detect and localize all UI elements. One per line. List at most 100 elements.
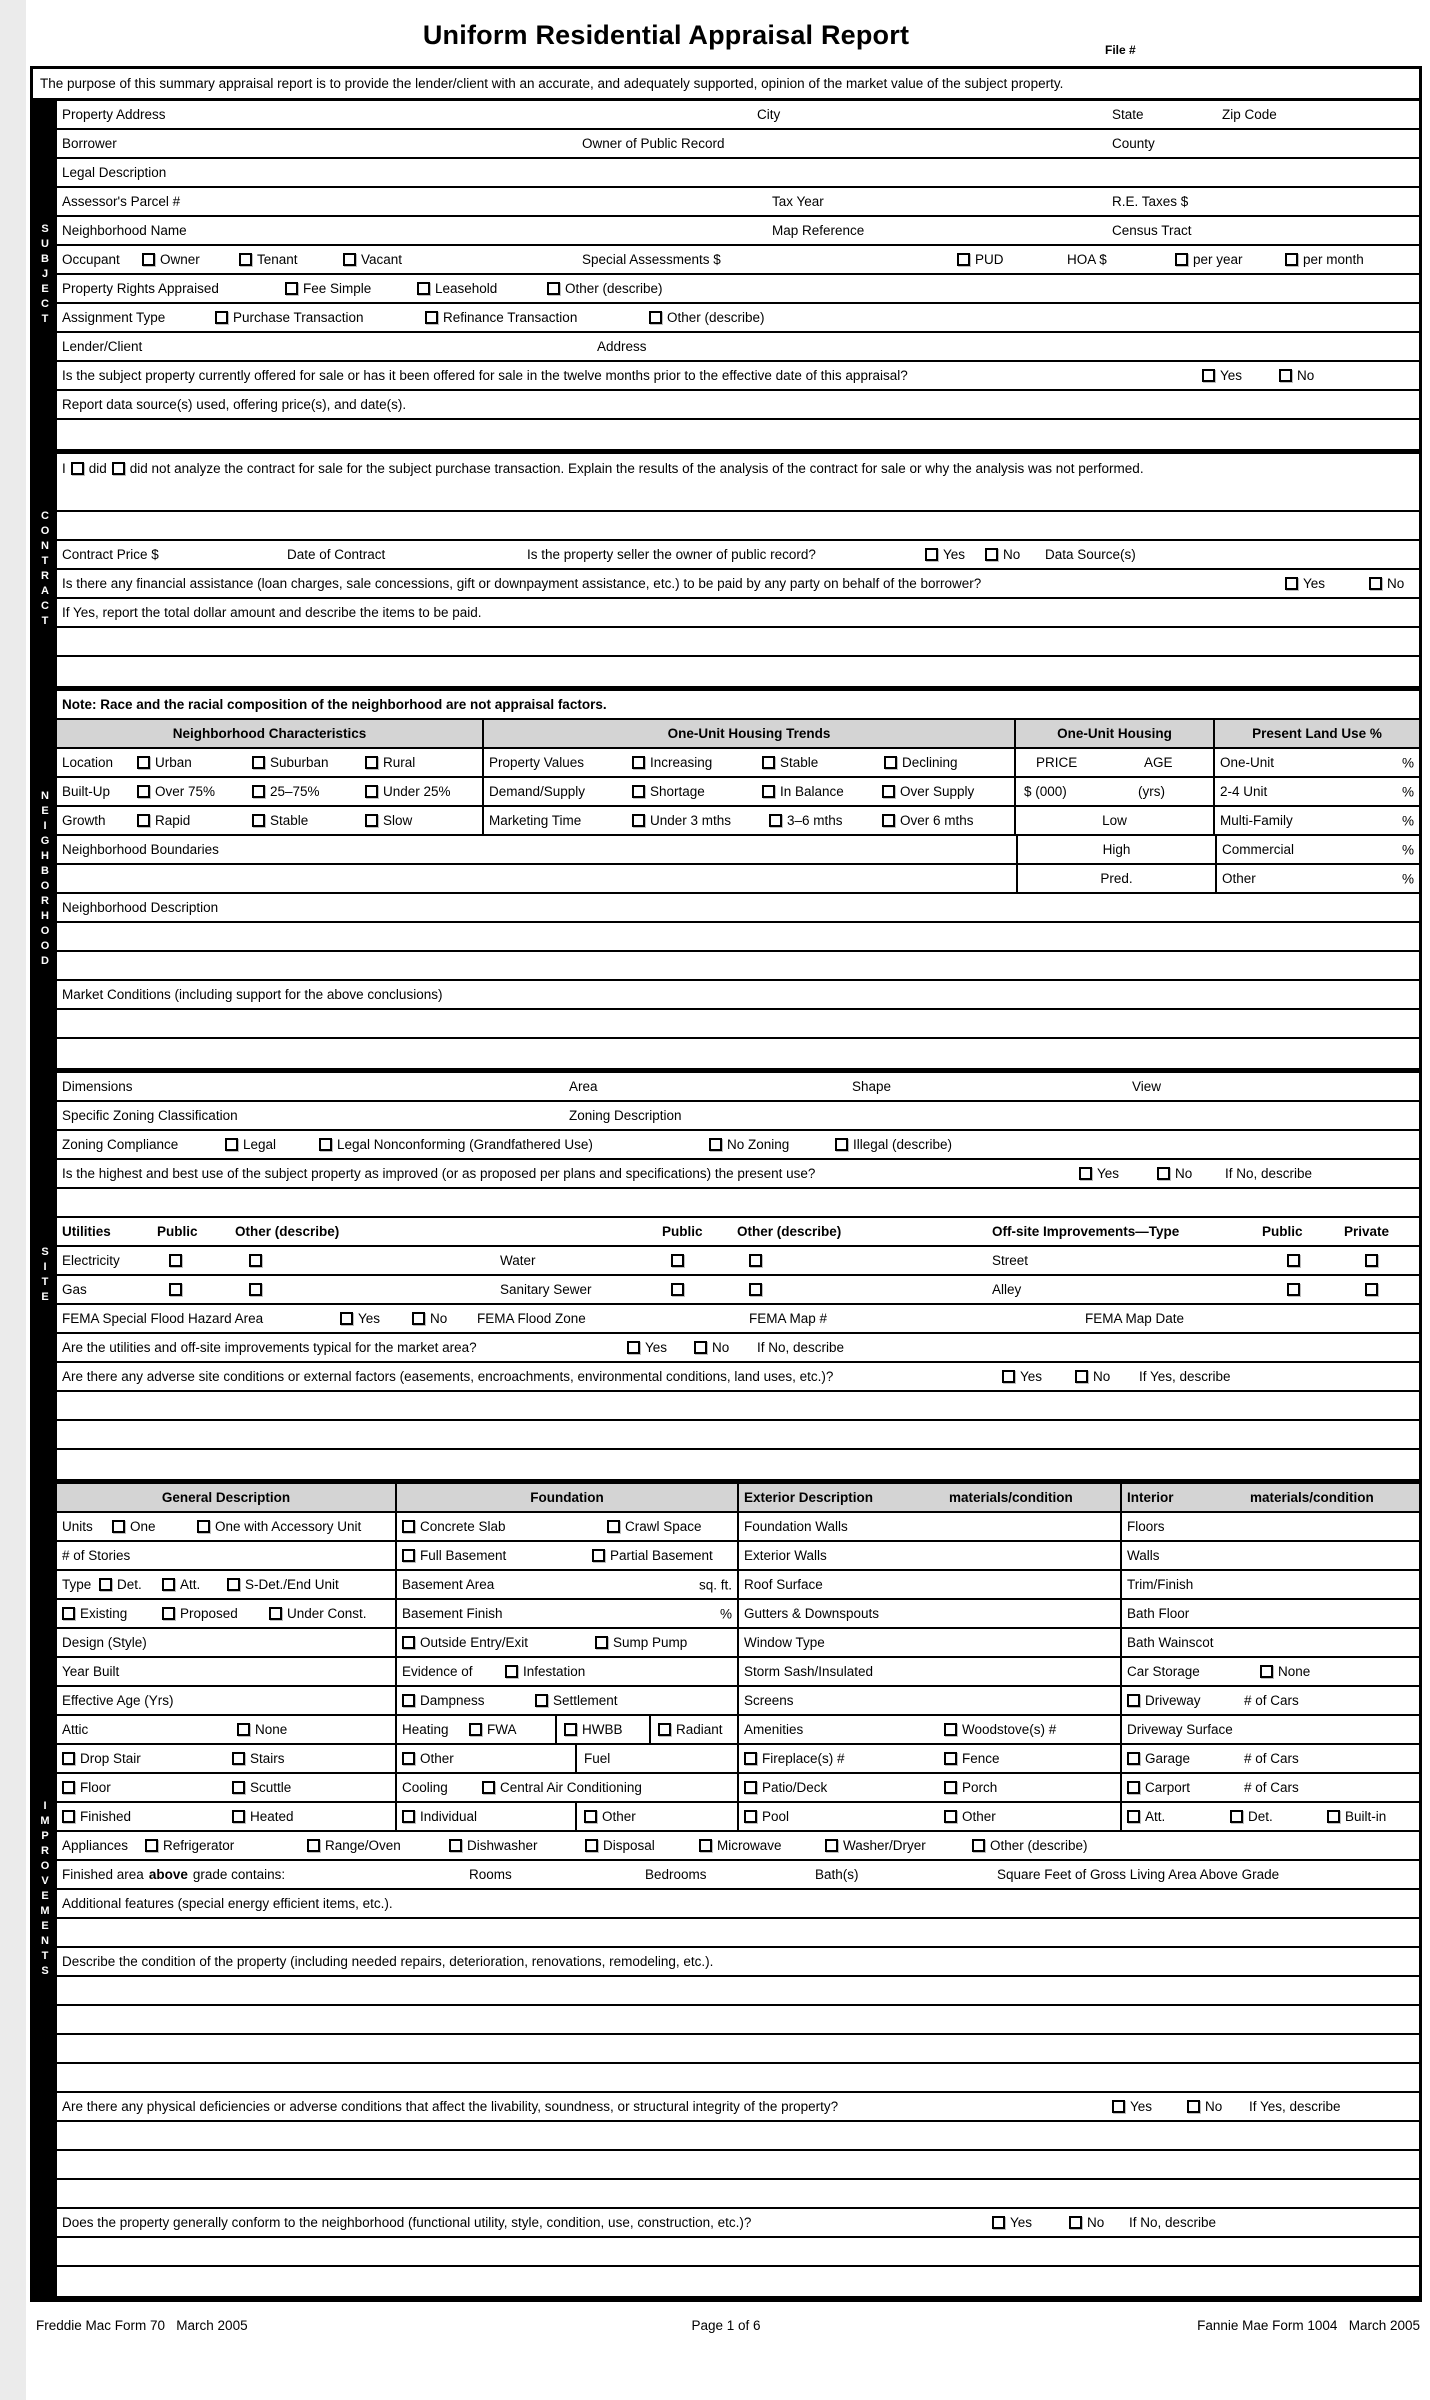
attic-floor-checkbox[interactable] xyxy=(62,1781,75,1794)
under-const-checkbox[interactable] xyxy=(269,1607,282,1620)
sump-pump-checkbox[interactable] xyxy=(595,1636,608,1649)
seller-owner-yes-checkbox[interactable] xyxy=(925,548,938,561)
hoa-per-year-checkbox[interactable] xyxy=(1175,253,1188,266)
alley-public-checkbox[interactable] xyxy=(1287,1283,1300,1296)
conform-no-checkbox[interactable] xyxy=(1069,2216,1082,2229)
garage-det-checkbox[interactable] xyxy=(1230,1810,1243,1823)
adverse-site-yes-checkbox[interactable] xyxy=(1002,1370,1015,1383)
dampness-checkbox[interactable] xyxy=(402,1694,415,1707)
location-urban-checkbox[interactable] xyxy=(137,756,150,769)
crawl-space-checkbox[interactable] xyxy=(607,1520,620,1533)
refrigerator-checkbox[interactable] xyxy=(145,1839,158,1852)
occupant-tenant-checkbox[interactable] xyxy=(239,253,252,266)
leasehold-checkbox[interactable] xyxy=(417,282,430,295)
full-basement-checkbox[interactable] xyxy=(402,1549,415,1562)
heating-hwbb-checkbox[interactable] xyxy=(564,1723,577,1736)
zoning-illegal-checkbox[interactable] xyxy=(835,1138,848,1151)
cooling-other-checkbox[interactable] xyxy=(584,1810,597,1823)
financial-assist-yes-checkbox[interactable] xyxy=(1285,577,1298,590)
location-rural-checkbox[interactable] xyxy=(365,756,378,769)
porch-checkbox[interactable] xyxy=(944,1781,957,1794)
did-not-analyze-checkbox[interactable] xyxy=(111,462,125,475)
central-air-checkbox[interactable] xyxy=(482,1781,495,1794)
alley-private-checkbox[interactable] xyxy=(1365,1283,1378,1296)
builtup-under-25-checkbox[interactable] xyxy=(365,785,378,798)
fema-no-checkbox[interactable] xyxy=(412,1312,425,1325)
type-att-checkbox[interactable] xyxy=(162,1578,175,1591)
rights-other-checkbox[interactable] xyxy=(547,282,560,295)
gas-other-checkbox[interactable] xyxy=(249,1283,262,1296)
best-use-no-checkbox[interactable] xyxy=(1157,1167,1170,1180)
woodstove-checkbox[interactable] xyxy=(944,1723,957,1736)
conform-yes-checkbox[interactable] xyxy=(992,2216,1005,2229)
existing-checkbox[interactable] xyxy=(62,1607,75,1620)
fireplace-checkbox[interactable] xyxy=(744,1752,757,1765)
electricity-public-checkbox[interactable] xyxy=(169,1254,182,1267)
driveway-checkbox[interactable] xyxy=(1127,1694,1140,1707)
partial-basement-checkbox[interactable] xyxy=(592,1549,605,1562)
units-one-checkbox[interactable] xyxy=(112,1520,125,1533)
stairs-checkbox[interactable] xyxy=(232,1752,245,1765)
settlement-checkbox[interactable] xyxy=(535,1694,548,1707)
marketing-under-3-checkbox[interactable] xyxy=(632,814,645,827)
demand-in-balance-checkbox[interactable] xyxy=(762,785,775,798)
cooling-individual-checkbox[interactable] xyxy=(402,1810,415,1823)
attic-finished-checkbox[interactable] xyxy=(62,1810,75,1823)
carport-checkbox[interactable] xyxy=(1127,1781,1140,1794)
water-public-checkbox[interactable] xyxy=(671,1254,684,1267)
pud-checkbox[interactable] xyxy=(957,253,970,266)
offered-yes-checkbox[interactable] xyxy=(1202,369,1215,382)
range-oven-checkbox[interactable] xyxy=(307,1839,320,1852)
values-declining-checkbox[interactable] xyxy=(884,756,897,769)
values-increasing-checkbox[interactable] xyxy=(632,756,645,769)
microwave-checkbox[interactable] xyxy=(699,1839,712,1852)
heating-radiant-checkbox[interactable] xyxy=(658,1723,671,1736)
sewer-public-checkbox[interactable] xyxy=(671,1283,684,1296)
sewer-other-checkbox[interactable] xyxy=(749,1283,762,1296)
heating-other-checkbox[interactable] xyxy=(402,1752,415,1765)
demand-shortage-checkbox[interactable] xyxy=(632,785,645,798)
car-storage-none-checkbox[interactable] xyxy=(1260,1665,1273,1678)
garage-built-in-checkbox[interactable] xyxy=(1327,1810,1340,1823)
pool-checkbox[interactable] xyxy=(744,1810,757,1823)
deficiencies-yes-checkbox[interactable] xyxy=(1112,2100,1125,2113)
zoning-legal-nonconforming-checkbox[interactable] xyxy=(319,1138,332,1151)
gas-public-checkbox[interactable] xyxy=(169,1283,182,1296)
heating-fwa-checkbox[interactable] xyxy=(469,1723,482,1736)
attic-heated-checkbox[interactable] xyxy=(232,1810,245,1823)
assignment-other-checkbox[interactable] xyxy=(649,311,662,324)
utilities-typical-no-checkbox[interactable] xyxy=(694,1341,707,1354)
marketing-over-6-checkbox[interactable] xyxy=(882,814,895,827)
values-stable-checkbox[interactable] xyxy=(762,756,775,769)
outside-entry-exit-checkbox[interactable] xyxy=(402,1636,415,1649)
concrete-slab-checkbox[interactable] xyxy=(402,1520,415,1533)
did-analyze-checkbox[interactable] xyxy=(70,462,84,475)
seller-owner-no-checkbox[interactable] xyxy=(985,548,998,561)
deficiencies-no-checkbox[interactable] xyxy=(1187,2100,1200,2113)
zoning-no-zoning-checkbox[interactable] xyxy=(709,1138,722,1151)
type-det-checkbox[interactable] xyxy=(99,1578,112,1591)
garage-att-checkbox[interactable] xyxy=(1127,1810,1140,1823)
drop-stair-checkbox[interactable] xyxy=(62,1752,75,1765)
marketing-3-6-checkbox[interactable] xyxy=(769,814,782,827)
adverse-site-no-checkbox[interactable] xyxy=(1075,1370,1088,1383)
attic-scuttle-checkbox[interactable] xyxy=(232,1781,245,1794)
street-public-checkbox[interactable] xyxy=(1287,1254,1300,1267)
appliances-other-checkbox[interactable] xyxy=(972,1839,985,1852)
zoning-legal-checkbox[interactable] xyxy=(225,1138,238,1151)
dishwasher-checkbox[interactable] xyxy=(449,1839,462,1852)
growth-slow-checkbox[interactable] xyxy=(365,814,378,827)
best-use-yes-checkbox[interactable] xyxy=(1079,1167,1092,1180)
garage-checkbox[interactable] xyxy=(1127,1752,1140,1765)
disposal-checkbox[interactable] xyxy=(585,1839,598,1852)
occupant-owner-checkbox[interactable] xyxy=(142,253,155,266)
hoa-per-month-checkbox[interactable] xyxy=(1285,253,1298,266)
utilities-typical-yes-checkbox[interactable] xyxy=(627,1341,640,1354)
fence-checkbox[interactable] xyxy=(944,1752,957,1765)
purchase-transaction-checkbox[interactable] xyxy=(215,311,228,324)
electricity-other-checkbox[interactable] xyxy=(249,1254,262,1267)
street-private-checkbox[interactable] xyxy=(1365,1254,1378,1267)
infestation-checkbox[interactable] xyxy=(505,1665,518,1678)
attic-none-checkbox[interactable] xyxy=(237,1723,250,1736)
builtup-over-75-checkbox[interactable] xyxy=(137,785,150,798)
